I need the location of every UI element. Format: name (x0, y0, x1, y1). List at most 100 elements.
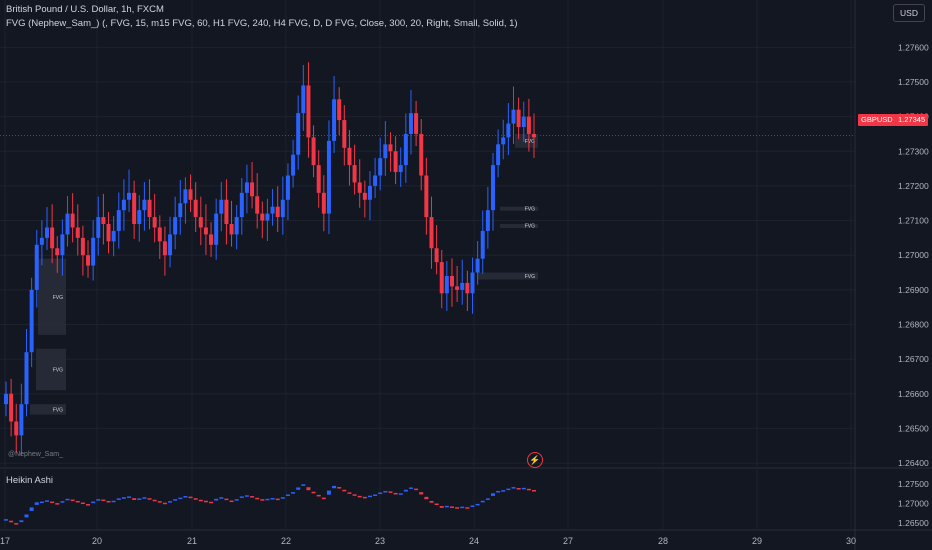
ha-candle (388, 491, 393, 493)
candle-body (455, 286, 460, 290)
ha-candle (121, 497, 126, 499)
ha-candle (96, 499, 101, 501)
candle-body (127, 192, 132, 200)
fvg-box (30, 404, 66, 415)
ha-candle (198, 499, 203, 502)
candle-body (203, 227, 208, 235)
fvg-label: FVG (525, 139, 535, 145)
indicator-legend[interactable]: FVG (Nephew_Sam_) (, FVG, 15, m15 FVG, 6… (6, 18, 518, 29)
ha-candle (439, 506, 444, 508)
candle-body (419, 133, 424, 176)
ha-candle (383, 490, 388, 493)
candle-body (521, 116, 526, 128)
candle-body (234, 217, 239, 235)
candle-body (398, 165, 403, 173)
lower-tick-label: 1.26500 (898, 518, 929, 528)
date-tick-label: 27 (563, 536, 573, 546)
fvg-box (478, 272, 538, 280)
ha-candle (152, 499, 157, 502)
candle-body (157, 227, 162, 242)
ha-candle (414, 488, 419, 491)
candle-body (162, 241, 167, 256)
ha-candle (86, 504, 91, 506)
ha-candle (39, 501, 44, 504)
candle-body (393, 151, 398, 173)
candle-body (116, 210, 121, 231)
price-tick-label: 1.27200 (898, 181, 929, 191)
candle-body (198, 217, 203, 228)
ha-candle (229, 500, 234, 503)
ha-candle (183, 496, 188, 498)
candle-body (470, 272, 475, 294)
fvg-box (500, 224, 538, 229)
ha-candle (101, 499, 106, 502)
candle-body (152, 217, 157, 228)
candle-body (183, 189, 188, 204)
candle-body (75, 227, 80, 238)
price-tick-label: 1.26500 (898, 423, 929, 433)
price-tick-label: 1.27000 (898, 250, 929, 260)
candle-body (357, 182, 362, 193)
candle-body (337, 99, 342, 121)
ha-candle (193, 498, 198, 500)
ha-candle (234, 499, 239, 501)
candle-body (91, 237, 96, 266)
candle-body (229, 224, 234, 235)
candle-body (121, 199, 126, 211)
candle-body (347, 147, 352, 166)
ha-candle (429, 500, 434, 503)
heikin-ashi-title[interactable]: Heikin Ashi (6, 475, 53, 486)
candle-body (168, 234, 173, 256)
lightning-icon[interactable]: ⚡ (527, 452, 543, 468)
candle-body (291, 154, 296, 176)
ha-candle (470, 505, 475, 507)
ha-candle (127, 496, 132, 498)
watermark: @Nephew_Sam_ (8, 451, 63, 458)
candle-body (352, 165, 357, 183)
candle-body (532, 133, 536, 138)
candle-body (444, 275, 449, 294)
ha-candle (306, 487, 311, 491)
currency-button[interactable]: USD (893, 4, 925, 22)
ha-candle (332, 485, 337, 489)
candle-body (188, 189, 193, 200)
ha-candle (280, 497, 285, 499)
candle-body (306, 85, 311, 138)
ha-candle (45, 500, 50, 502)
ha-candle (14, 523, 19, 525)
fvg-label: FVG (53, 295, 63, 301)
ha-candle (157, 501, 162, 503)
candle-body (485, 210, 490, 231)
date-tick-label: 30 (846, 536, 856, 546)
ha-candle (362, 496, 367, 499)
ha-candle (50, 501, 55, 504)
price-tick-label: 1.26700 (898, 354, 929, 364)
ha-candle (301, 484, 306, 486)
candle-body (383, 144, 388, 159)
ha-candle (265, 498, 270, 501)
ha-candle (24, 514, 29, 518)
candle-body (439, 262, 444, 294)
fvg-box (38, 258, 66, 335)
ha-candle (142, 497, 147, 499)
ha-candle (239, 496, 244, 498)
ha-candle (378, 492, 383, 495)
candle-body (321, 192, 326, 214)
ha-candle (203, 500, 208, 503)
ha-candle (403, 489, 408, 492)
candle-body (296, 113, 301, 155)
ha-candle (178, 497, 183, 500)
ha-candle (373, 494, 378, 496)
price-tick-label: 1.27100 (898, 216, 929, 226)
candle-body (132, 192, 137, 225)
symbol-title[interactable]: British Pound / U.S. Dollar, 1h, FXCM (6, 4, 164, 15)
fvg-label: FVG (525, 274, 535, 280)
ha-candle (162, 502, 167, 505)
symbol-tag: GBPUSD (858, 114, 896, 126)
candle-body (362, 192, 367, 200)
candle-body (311, 137, 316, 166)
date-tick-label: 23 (375, 536, 385, 546)
candle-body (367, 185, 372, 200)
